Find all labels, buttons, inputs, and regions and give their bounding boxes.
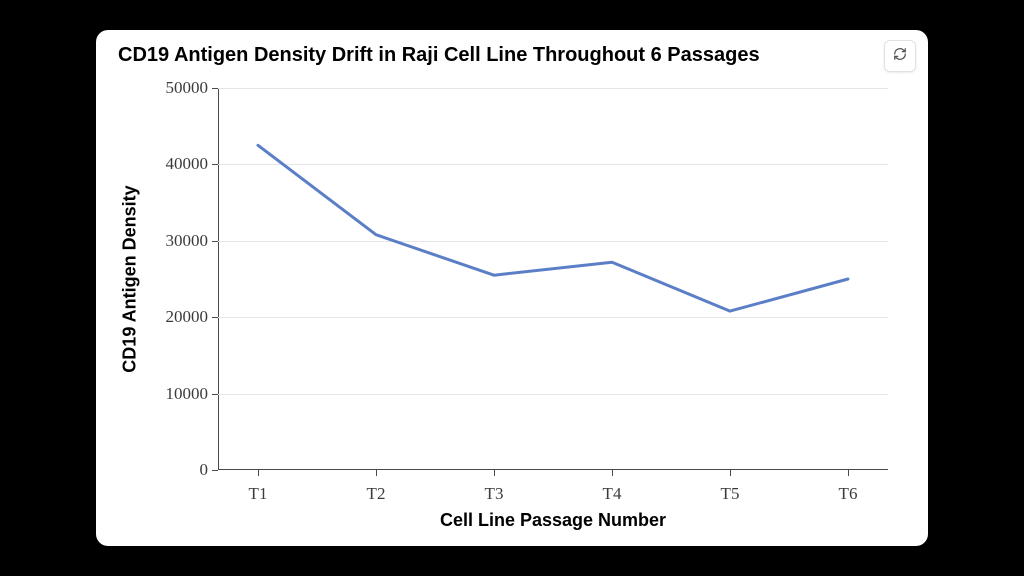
chart-title: CD19 Antigen Density Drift in Raji Cell … xyxy=(118,44,760,67)
x-tick-label: T1 xyxy=(249,470,268,504)
x-tick-label: T5 xyxy=(721,470,740,504)
y-tick-label: 10000 xyxy=(166,384,219,404)
x-tick-label: T4 xyxy=(603,470,622,504)
y-tick-label: 0 xyxy=(200,460,219,480)
y-tick-label: 50000 xyxy=(166,78,219,98)
x-tick-label: T2 xyxy=(367,470,386,504)
line-series xyxy=(218,88,888,470)
x-tick-label: T6 xyxy=(839,470,858,504)
x-tick-label: T3 xyxy=(485,470,504,504)
refresh-button[interactable] xyxy=(884,40,916,72)
refresh-icon xyxy=(893,47,907,66)
y-axis-title: CD19 Antigen Density xyxy=(120,185,141,372)
plot-area: 01000020000300004000050000T1T2T3T4T5T6 xyxy=(218,88,888,470)
x-axis-title: Cell Line Passage Number xyxy=(440,510,666,531)
y-tick-label: 40000 xyxy=(166,154,219,174)
series-line xyxy=(258,145,848,311)
y-tick-label: 20000 xyxy=(166,307,219,327)
y-tick-label: 30000 xyxy=(166,231,219,251)
chart-panel: CD19 Antigen Density Drift in Raji Cell … xyxy=(96,30,928,546)
